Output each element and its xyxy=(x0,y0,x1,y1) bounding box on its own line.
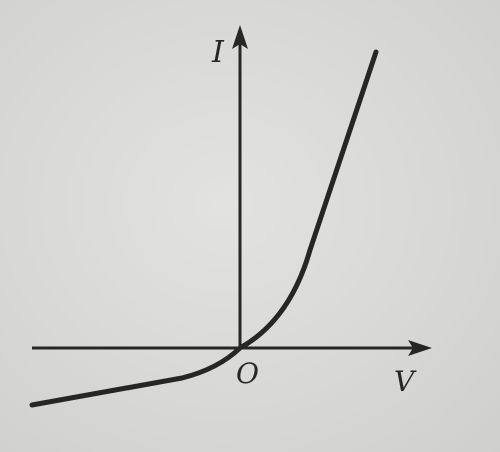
y-axis-label: I xyxy=(212,35,224,70)
characteristic-curve xyxy=(29,49,379,408)
x-axis-label: V xyxy=(394,365,415,398)
origin-label: O xyxy=(236,357,259,390)
x-axis-arrow xyxy=(408,340,432,356)
y-axis-arrow xyxy=(232,25,248,49)
